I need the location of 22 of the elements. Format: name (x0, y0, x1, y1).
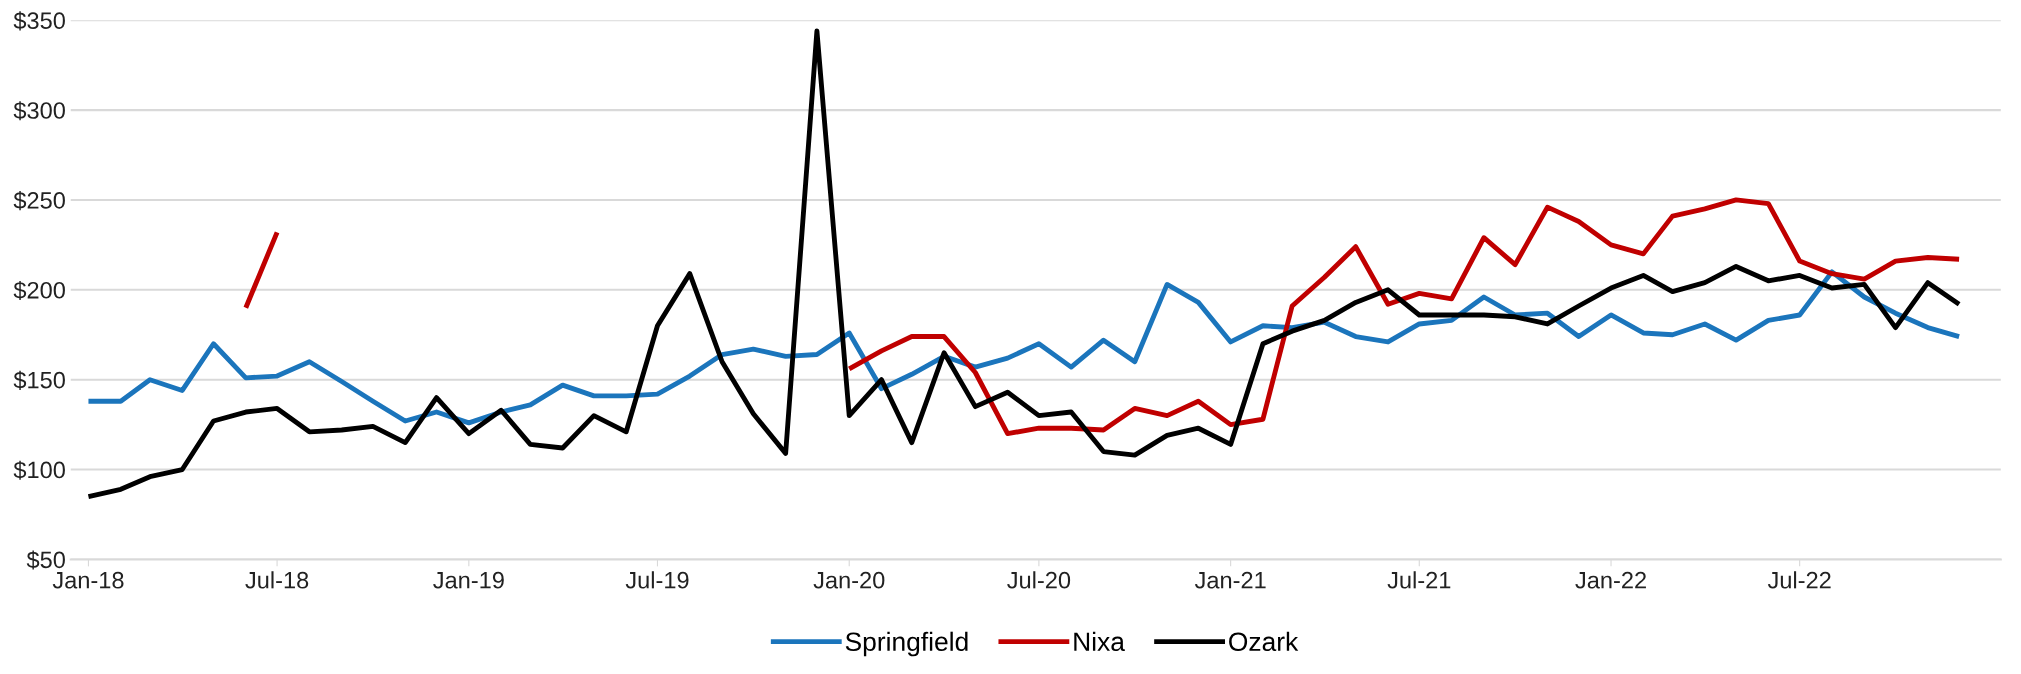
line-series (86, 269, 1962, 426)
y-tick-label: $250 (13, 191, 65, 211)
x-tick-label: Jul-22 (1767, 571, 1831, 589)
x-tick-label: Jan-20 (813, 571, 885, 589)
y-tick-label: $200 (13, 280, 65, 301)
legend-label: Springfield (845, 631, 968, 657)
y-tick-label: $300 (13, 101, 65, 121)
x-tick-label: Jan-19 (433, 571, 504, 589)
line-series (86, 28, 1962, 499)
legend-label: Nixa (1074, 631, 1125, 652)
x-tick-label: Jan-18 (52, 571, 124, 589)
x-tick-label: Jul-21 (1387, 571, 1451, 589)
x-tick-label: Jan-22 (1575, 571, 1646, 589)
x-tick-label: Jan-21 (1194, 571, 1266, 589)
legend-label: Ozark (1229, 631, 1299, 652)
y-tick-label: $150 (13, 370, 65, 390)
x-tick-label: Jul-18 (245, 571, 309, 589)
y-tick-label: $50 (26, 550, 65, 570)
x-tick-label: Jul-20 (1007, 571, 1071, 589)
y-tick-label: $350 (13, 11, 65, 31)
x-tick-label: Jul-19 (625, 571, 689, 589)
y-tick-label: $100 (13, 460, 65, 480)
